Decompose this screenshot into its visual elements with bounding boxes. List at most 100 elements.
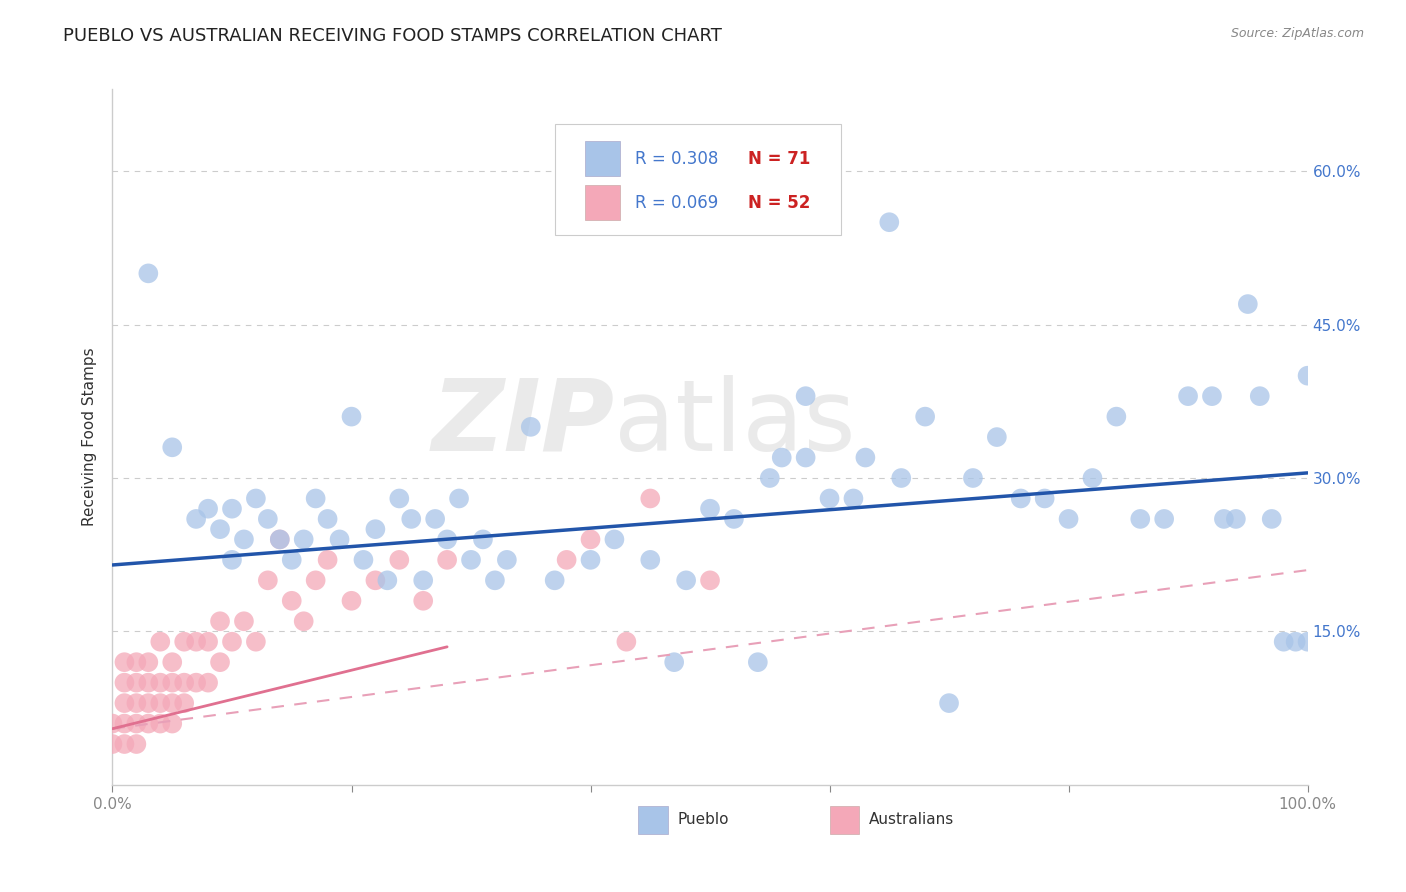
Point (114, 737, 135, 751)
Point (855, 450, 877, 465)
Point (472, 533, 495, 547)
Point (1201, 389, 1223, 403)
Bar (585, 186, 620, 220)
Point (197, 675, 219, 690)
Point (412, 574, 434, 588)
Point (125, 675, 148, 690)
FancyBboxPatch shape (554, 124, 842, 235)
Point (1213, 512, 1236, 526)
Text: Australians: Australians (869, 813, 955, 827)
Point (879, 215, 901, 229)
Point (125, 716, 148, 731)
Point (699, 501, 721, 516)
Point (162, 696, 183, 710)
Point (245, 634, 267, 648)
Point (603, 533, 626, 547)
Point (1296, 634, 1319, 648)
Point (257, 574, 280, 588)
Point (149, 634, 172, 648)
Point (114, 716, 135, 731)
Point (138, 696, 160, 710)
Point (209, 614, 232, 628)
Point (986, 430, 1008, 444)
Text: N = 71: N = 71 (748, 150, 811, 168)
Point (138, 655, 160, 669)
Point (1177, 389, 1199, 403)
Point (114, 655, 135, 669)
Point (914, 409, 936, 424)
Point (1272, 634, 1295, 648)
Point (640, 491, 662, 506)
Point (412, 594, 434, 608)
Point (162, 655, 183, 669)
Point (281, 594, 304, 608)
Point (269, 533, 291, 547)
Point (1237, 297, 1260, 311)
Bar (638, 805, 668, 834)
Point (221, 634, 243, 648)
Point (377, 574, 399, 588)
Text: PUEBLO VS AUSTRALIAN RECEIVING FOOD STAMPS CORRELATION CHART: PUEBLO VS AUSTRALIAN RECEIVING FOOD STAM… (63, 27, 723, 45)
Point (436, 553, 458, 567)
Point (425, 512, 447, 526)
Point (699, 574, 721, 588)
Point (316, 553, 339, 567)
Text: Pueblo: Pueblo (678, 813, 730, 827)
Point (114, 696, 135, 710)
Point (1105, 409, 1128, 424)
Point (101, 716, 124, 731)
Point (340, 409, 363, 424)
Point (162, 716, 183, 731)
Point (221, 501, 243, 516)
Point (484, 574, 506, 588)
Point (245, 491, 267, 506)
Text: atlas: atlas (614, 375, 856, 472)
Point (305, 491, 328, 506)
Point (1225, 512, 1247, 526)
Point (1057, 512, 1080, 526)
Point (842, 491, 865, 506)
Point (149, 675, 172, 690)
Point (125, 696, 148, 710)
Point (579, 553, 602, 567)
Point (1129, 512, 1152, 526)
Point (352, 553, 374, 567)
Point (292, 533, 315, 547)
Point (1033, 491, 1056, 506)
Point (186, 512, 208, 526)
Point (388, 553, 411, 567)
Point (1081, 471, 1104, 485)
Point (162, 675, 183, 690)
Point (364, 574, 387, 588)
Point (1010, 491, 1032, 506)
Point (1296, 368, 1319, 383)
Point (209, 522, 232, 536)
Point (197, 501, 219, 516)
Point (186, 634, 208, 648)
Point (962, 471, 984, 485)
Point (125, 655, 148, 669)
Text: R = 0.069: R = 0.069 (634, 194, 718, 211)
Point (292, 614, 315, 628)
Point (233, 533, 256, 547)
Point (340, 594, 363, 608)
Bar (830, 805, 859, 834)
Point (723, 512, 745, 526)
Point (1285, 634, 1308, 648)
Point (101, 737, 124, 751)
Point (114, 675, 135, 690)
Point (1261, 512, 1284, 526)
Point (818, 491, 841, 506)
Point (186, 675, 208, 690)
Point (364, 522, 387, 536)
Point (496, 553, 519, 567)
Point (770, 450, 793, 465)
Point (173, 696, 195, 710)
Point (938, 696, 960, 710)
Point (543, 574, 565, 588)
Point (269, 533, 291, 547)
Point (388, 491, 411, 506)
Point (173, 634, 195, 648)
Point (138, 675, 160, 690)
Point (401, 512, 423, 526)
